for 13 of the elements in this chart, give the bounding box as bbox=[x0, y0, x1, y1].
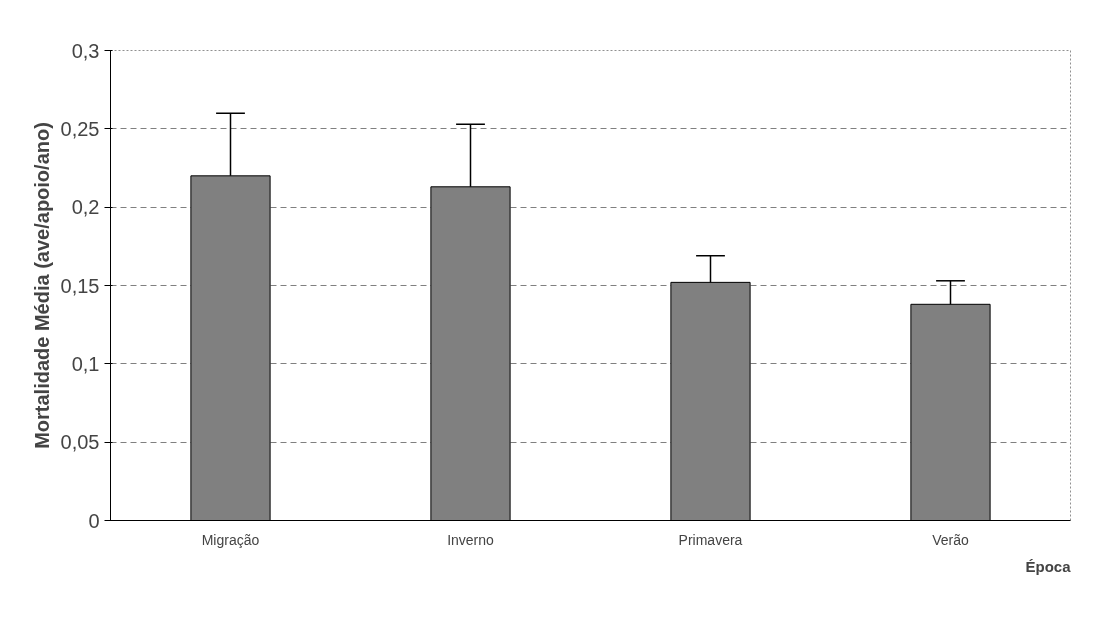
x-axis-title: Época bbox=[1025, 557, 1072, 575]
y-tick-label: 0,25 bbox=[60, 117, 100, 140]
x-tick-label: Primavera bbox=[678, 531, 743, 548]
y-axis-title: Mortalidade Média (ave/apoio/ano) bbox=[30, 122, 53, 449]
y-tick-label: 0,1 bbox=[71, 352, 100, 375]
y-tick-label: 0,05 bbox=[60, 431, 100, 454]
x-tick-label: Inverno bbox=[447, 531, 495, 548]
y-tick-label: 0,2 bbox=[71, 196, 100, 219]
y-tick-label: 0,15 bbox=[60, 274, 100, 297]
x-tick-label: Verão bbox=[932, 531, 970, 548]
y-tick-label: 0 bbox=[88, 509, 100, 532]
x-tick-label: Migração bbox=[201, 531, 260, 548]
y-tick-label: 0,3 bbox=[71, 39, 100, 62]
